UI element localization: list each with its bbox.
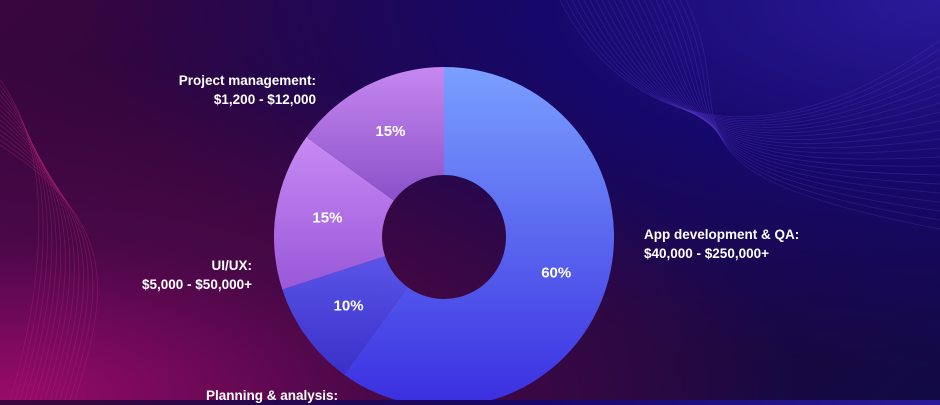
wave-line bbox=[607, 0, 940, 137]
wave-line bbox=[631, 0, 940, 154]
label-planning-analysis: Planning & analysis: bbox=[150, 386, 338, 405]
donut-slice bbox=[344, 67, 614, 400]
label-project-management: Project management: $1,200 - $12,000 bbox=[150, 71, 316, 109]
label-uiux-title: UI/UX: bbox=[211, 258, 253, 273]
donut-slice bbox=[282, 256, 408, 375]
wave-line bbox=[0, 144, 98, 400]
wave-line bbox=[577, 0, 940, 124]
donut-slice bbox=[274, 137, 394, 290]
wave-line bbox=[571, 0, 940, 121]
wave-line bbox=[559, 0, 940, 117]
wave-line bbox=[589, 0, 940, 128]
wave-line bbox=[643, 0, 940, 167]
wave-line bbox=[649, 0, 940, 176]
wave-line bbox=[679, 0, 940, 221]
wave-line bbox=[0, 134, 89, 400]
label-uiux-range: $5,000 - $50,000+ bbox=[142, 277, 252, 292]
wave-line bbox=[0, 99, 57, 400]
wave-line bbox=[0, 139, 94, 400]
slice-percent-label: 15% bbox=[312, 210, 342, 227]
wave-line bbox=[0, 119, 75, 400]
wave-line bbox=[595, 0, 940, 131]
wave-line bbox=[619, 0, 940, 144]
donut-slice bbox=[306, 67, 444, 201]
wave-line bbox=[0, 109, 66, 400]
wave-line bbox=[637, 0, 940, 160]
label-planning-analysis-title: Planning & analysis: bbox=[205, 388, 338, 403]
slice-percent-label: 10% bbox=[334, 297, 364, 314]
wave-line bbox=[0, 94, 53, 400]
wave-line bbox=[0, 114, 71, 400]
wave-line bbox=[655, 0, 940, 185]
wave-line bbox=[685, 0, 940, 230]
wave-line bbox=[0, 104, 62, 400]
slice-percent-label: 15% bbox=[375, 123, 405, 140]
label-project-management-range: $1,200 - $12,000 bbox=[213, 92, 316, 107]
wave-line bbox=[625, 0, 940, 149]
wave-line bbox=[667, 0, 940, 203]
wave-line bbox=[0, 129, 85, 400]
wave-line bbox=[613, 0, 940, 140]
label-app-development-title: App development & QA: bbox=[644, 227, 800, 242]
wave-line bbox=[583, 0, 940, 126]
label-project-management-title: Project management: bbox=[178, 73, 316, 88]
label-uiux: UI/UX: $5,000 - $50,000+ bbox=[100, 256, 252, 294]
wave-line bbox=[661, 0, 940, 194]
slice-percent-label: 60% bbox=[541, 264, 571, 281]
wave-line bbox=[565, 0, 940, 119]
wave-line bbox=[0, 89, 48, 400]
label-app-development-range: $40,000 - $250,000+ bbox=[644, 246, 769, 261]
label-app-development: App development & QA: $40,000 - $250,000… bbox=[644, 225, 799, 263]
wave-line bbox=[673, 0, 940, 212]
wave-line bbox=[0, 79, 40, 400]
wave-line bbox=[0, 84, 44, 400]
wave-line bbox=[601, 0, 940, 134]
wave-line bbox=[0, 124, 80, 400]
